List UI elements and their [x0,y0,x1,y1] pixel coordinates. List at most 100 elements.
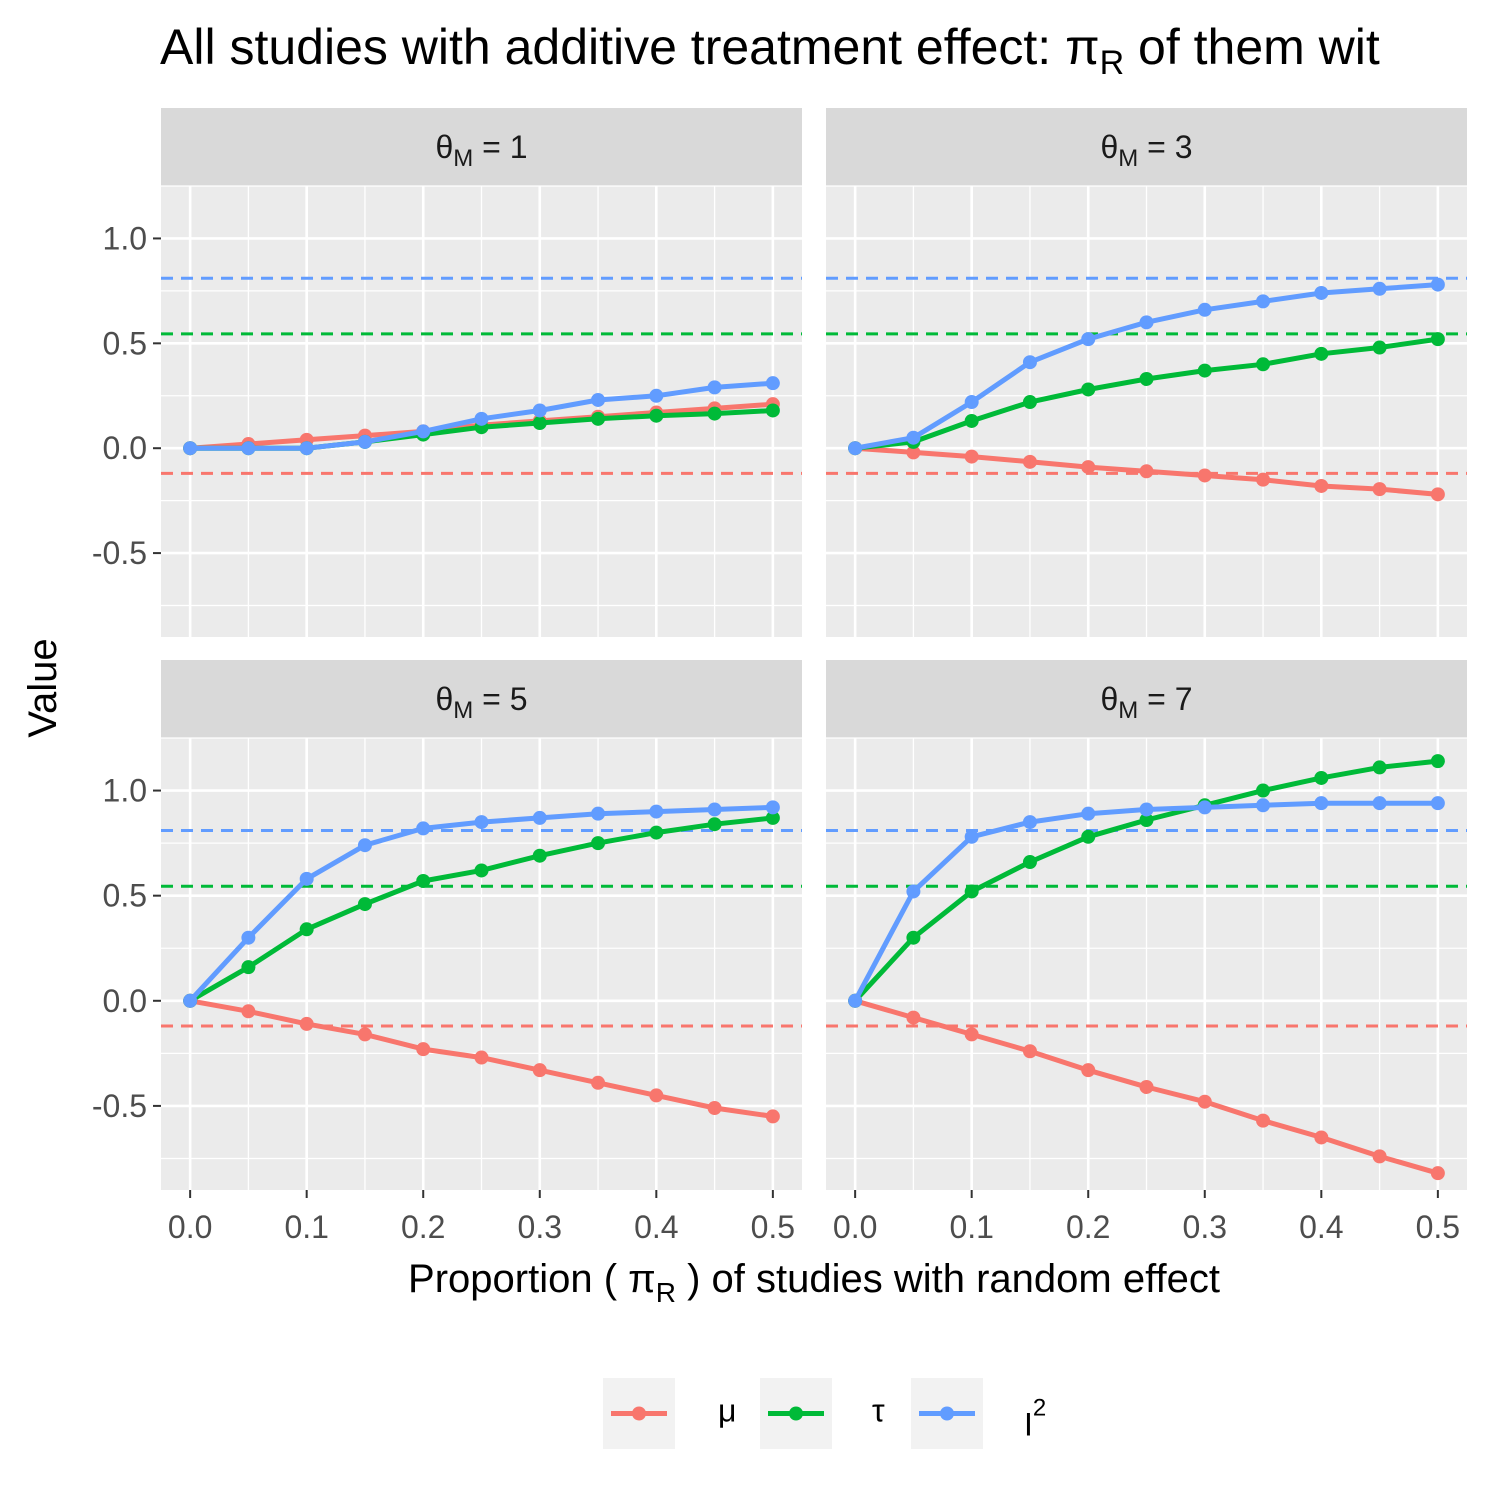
data-point-mu [1139,464,1154,479]
data-point-I2 [1372,281,1387,296]
data-point-I2 [183,441,198,456]
legend-key-point [632,1406,646,1421]
data-point-tau [649,825,664,840]
data-point-tau [1022,855,1037,870]
data-point-mu [357,1027,372,1042]
data-point-I2 [848,441,863,456]
data-point-I2 [964,829,979,844]
data-point-tau [591,411,606,426]
data-point-mu [1256,1113,1271,1128]
data-point-tau [906,930,921,945]
data-point-I2 [1081,806,1096,821]
x-tick-label: 0.1 [284,1209,328,1245]
data-point-tau [416,873,431,888]
y-tick-label: 1.0 [103,773,147,809]
data-point-tau [1139,371,1154,386]
x-tick-label: 0.3 [518,1209,562,1245]
data-point-mu [707,1101,722,1116]
data-point-I2 [591,392,606,407]
x-tick-label: 0.5 [751,1209,795,1245]
data-point-tau [765,403,780,418]
data-point-I2 [964,395,979,410]
facet-panel: θM = 7 [826,660,1467,1190]
data-point-mu [1197,1094,1212,1109]
legend-key-point [940,1406,954,1421]
data-point-I2 [1256,798,1271,813]
x-axes: 0.0 0.1 0.2 0.3 0.4 0.5 0.0 0.1 0.2 0.3 0.4 0.5 [168,1190,1460,1245]
y-tick-label: 0.5 [103,325,147,361]
data-point-mu [1139,1079,1154,1094]
legend-key-point [789,1406,803,1421]
data-point-tau [1314,346,1329,361]
facet-strip-label: θM = 5 [435,681,527,724]
data-point-tau [964,413,979,428]
data-point-mu [1081,1063,1096,1078]
data-point-I2 [1197,800,1212,815]
data-point-I2 [1314,285,1329,300]
data-point-tau [1372,760,1387,775]
data-point-tau [649,408,664,423]
x-tick-label: 0.2 [1066,1209,1110,1245]
facet-strip [826,108,1467,186]
data-point-tau [1081,382,1096,397]
data-point-I2 [1314,796,1329,811]
legend-item-I2: I2 [911,1378,1046,1449]
data-point-I2 [848,993,863,1008]
data-point-tau [707,406,722,421]
x-tick-label: 0.2 [401,1209,445,1245]
facet-panel: θM = 5 [161,660,802,1190]
data-point-mu [964,1027,979,1042]
data-point-I2 [1139,802,1154,817]
y-tick-label: 0.0 [103,983,147,1019]
x-tick-label: 0.5 [1416,1209,1460,1245]
data-point-I2 [1081,332,1096,347]
data-point-tau [357,897,372,912]
data-point-mu [765,1109,780,1124]
x-tick-label: 0.3 [1183,1209,1227,1245]
legend-item-mu: μ [603,1378,736,1449]
data-point-tau [1139,812,1154,827]
data-point-tau [1256,357,1271,372]
data-point-mu [474,1050,489,1065]
data-point-tau [1314,770,1329,785]
data-point-mu [1197,468,1212,483]
data-point-I2 [357,838,372,853]
data-point-mu [1256,472,1271,487]
data-point-I2 [765,800,780,815]
data-point-I2 [1372,796,1387,811]
data-point-mu [1081,460,1096,475]
data-point-mu [416,1042,431,1057]
data-point-I2 [241,930,256,945]
legend-label: I2 [1024,1395,1046,1443]
data-point-I2 [649,804,664,819]
facet-strip [826,660,1467,738]
facet-strip-label: θM = 7 [1100,681,1192,724]
facet-panel: θM = 1 [161,108,802,637]
data-point-tau [532,416,547,431]
data-point-mu [1430,1166,1445,1181]
data-point-mu [906,1010,921,1025]
data-point-tau [1022,395,1037,410]
data-point-I2 [906,884,921,899]
data-point-mu [1314,478,1329,493]
data-point-tau [707,817,722,832]
data-point-tau [299,922,314,937]
data-point-I2 [241,441,256,456]
data-point-I2 [1430,277,1445,292]
facet-panel: θM = 3 [826,108,1467,637]
data-point-I2 [299,441,314,456]
data-point-tau [1372,340,1387,355]
x-tick-label: 0.4 [1299,1209,1343,1245]
y-tick-label: -0.5 [92,535,147,571]
data-point-I2 [1022,815,1037,830]
data-point-I2 [707,802,722,817]
data-point-I2 [1139,315,1154,330]
data-point-tau [241,960,256,975]
data-point-tau [765,810,780,825]
data-point-tau [1081,829,1096,844]
data-point-I2 [532,403,547,418]
data-point-I2 [299,871,314,886]
x-tick-label: 0.0 [833,1209,877,1245]
facet-strip-label: θM = 3 [1100,129,1192,172]
